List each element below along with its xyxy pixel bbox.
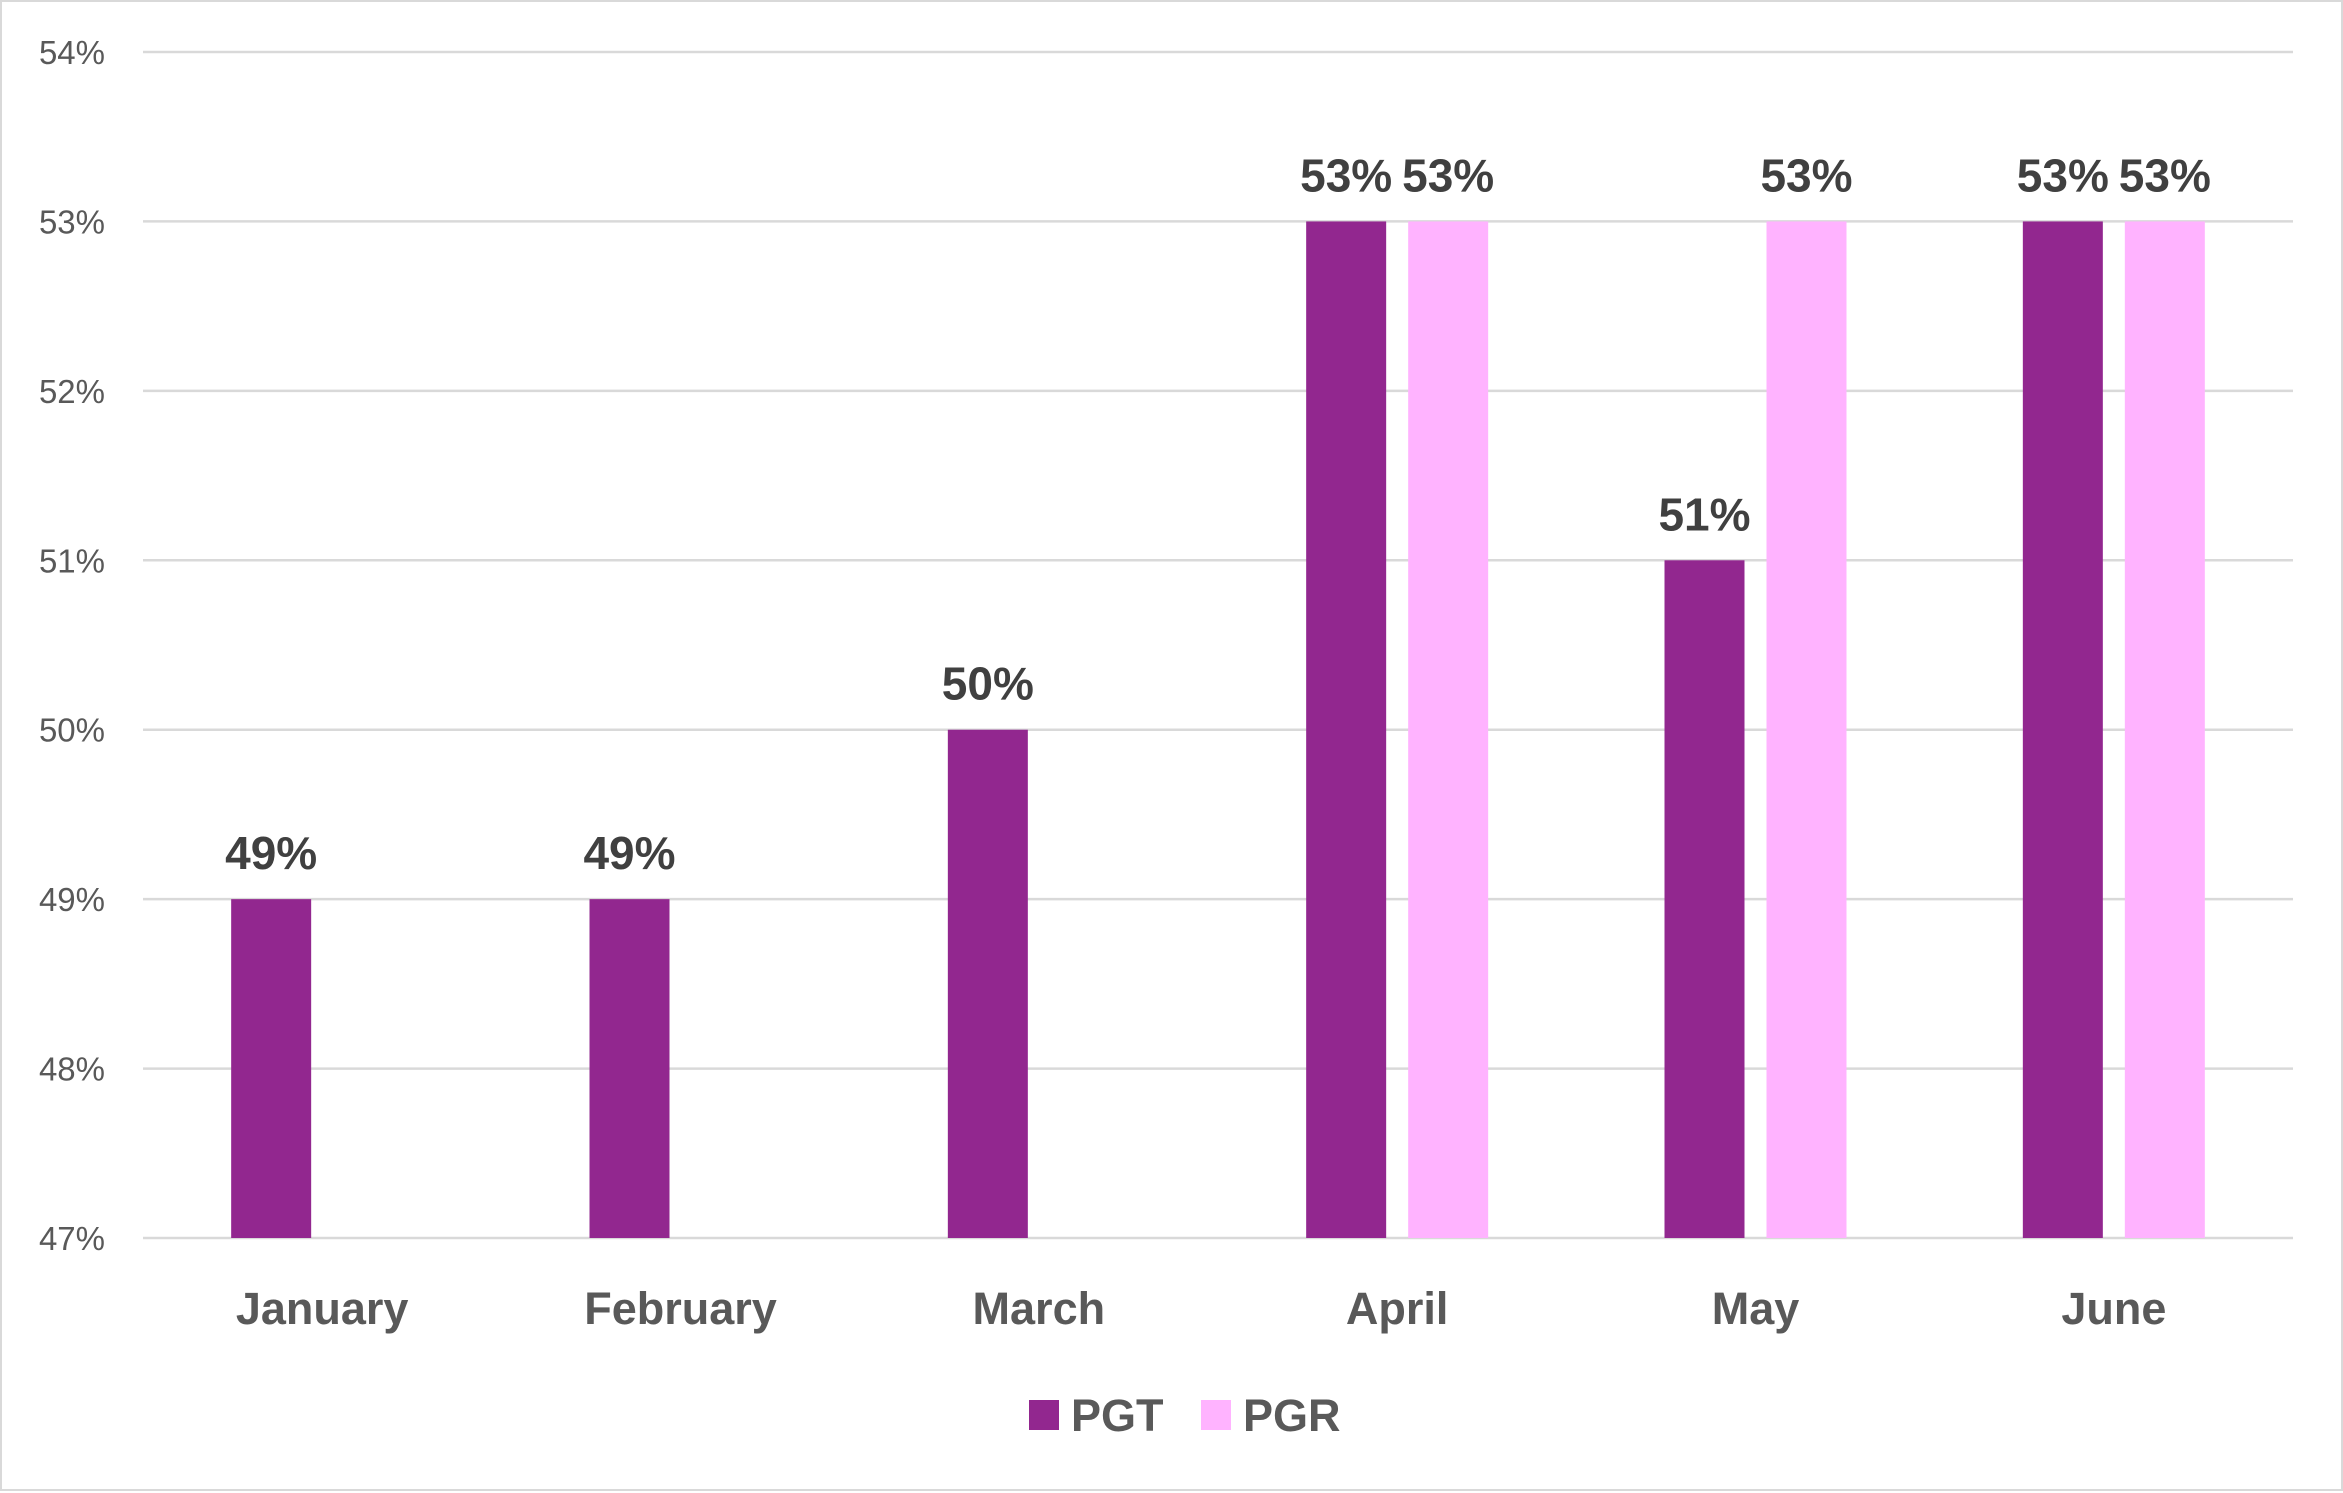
legend-label-pgt: PGT <box>1071 1390 1164 1441</box>
y-tick-label: 50% <box>39 712 105 749</box>
data-label: 49% <box>583 827 675 879</box>
legend-label-pgr: PGR <box>1243 1390 1341 1441</box>
x-category-label: April <box>1346 1283 1449 1334</box>
data-label: 50% <box>942 658 1034 710</box>
y-tick-label: 48% <box>39 1051 105 1088</box>
bar-pgr-may <box>1766 221 1847 1238</box>
bar-pgt-february <box>589 899 670 1238</box>
data-label: 53% <box>1300 149 1392 201</box>
legend-swatch-pgr <box>1201 1400 1231 1430</box>
bars <box>231 221 2205 1238</box>
y-tick-label: 54% <box>39 34 105 71</box>
data-label: 53% <box>2119 149 2211 201</box>
y-axis-ticks: 47% 48% 49% 50% 51% 52% 53% 54% <box>39 34 105 1257</box>
legend-swatch-pgt <box>1029 1400 1059 1430</box>
bar-pgt-january <box>231 899 312 1238</box>
x-category-label: June <box>2061 1283 2166 1334</box>
x-category-label: January <box>236 1283 409 1334</box>
y-tick-label: 49% <box>39 881 105 918</box>
data-label: 53% <box>1402 149 1494 201</box>
y-tick-label: 52% <box>39 373 105 410</box>
x-axis-categories: January February March April May June <box>236 1283 2166 1334</box>
bar-pgt-may <box>1664 560 1745 1238</box>
bar-pgt-april <box>1306 221 1387 1238</box>
y-tick-label: 47% <box>39 1220 105 1257</box>
data-labels: 49% 49%50%53% 53%51%53% 53% 53% <box>225 149 2211 879</box>
grid-lines <box>143 50 2293 1240</box>
data-label: 53% <box>1760 149 1852 201</box>
x-category-label: May <box>1712 1283 1800 1334</box>
bar-pgr-april <box>1408 221 1489 1238</box>
y-tick-label: 51% <box>39 542 105 579</box>
data-label: 49% <box>225 827 317 879</box>
bar-pgr-june <box>2124 221 2205 1238</box>
x-category-label: March <box>973 1283 1106 1334</box>
data-label: 51% <box>1658 488 1750 540</box>
legend: PGT PGR <box>1029 1390 1341 1441</box>
data-label: 53% <box>2017 149 2109 201</box>
bar-pgt-march <box>947 729 1028 1238</box>
bar-pgt-june <box>2022 221 2103 1238</box>
x-category-label: February <box>584 1283 777 1334</box>
y-tick-label: 53% <box>39 203 105 240</box>
